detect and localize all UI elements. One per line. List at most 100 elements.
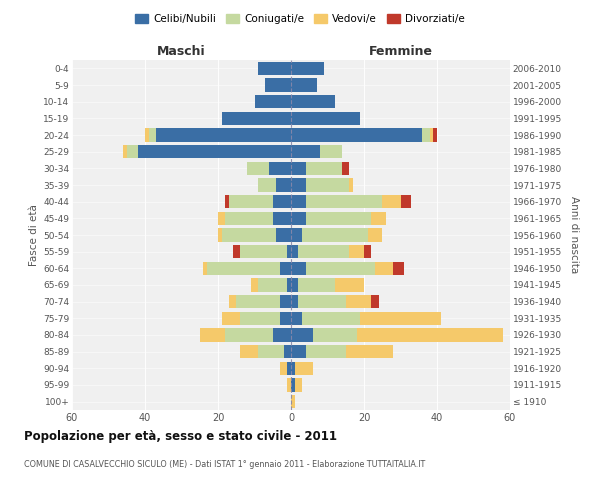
- Bar: [298, 295, 346, 308]
- Bar: [401, 195, 412, 208]
- Bar: [240, 312, 280, 325]
- Bar: [305, 178, 349, 192]
- Bar: [349, 178, 353, 192]
- Bar: [229, 195, 273, 208]
- Bar: [298, 278, 335, 291]
- Bar: [203, 262, 207, 275]
- Bar: [258, 345, 284, 358]
- Bar: [265, 78, 291, 92]
- Text: Maschi: Maschi: [157, 44, 206, 58]
- Bar: [240, 245, 287, 258]
- Bar: [287, 245, 291, 258]
- Bar: [280, 262, 291, 275]
- Bar: [149, 128, 156, 141]
- Bar: [368, 228, 382, 241]
- Bar: [291, 295, 298, 308]
- Bar: [305, 262, 375, 275]
- Bar: [127, 145, 138, 158]
- Bar: [284, 345, 291, 358]
- Bar: [291, 112, 361, 125]
- Bar: [277, 178, 291, 192]
- Bar: [218, 228, 221, 241]
- Bar: [258, 278, 287, 291]
- Bar: [280, 362, 287, 375]
- Bar: [356, 328, 503, 342]
- Bar: [258, 178, 277, 192]
- Bar: [295, 378, 302, 392]
- Bar: [291, 245, 298, 258]
- Bar: [305, 195, 382, 208]
- Bar: [273, 328, 291, 342]
- Bar: [291, 362, 295, 375]
- Bar: [138, 145, 291, 158]
- Bar: [240, 345, 258, 358]
- Bar: [251, 278, 258, 291]
- Bar: [280, 295, 291, 308]
- Bar: [302, 312, 361, 325]
- Bar: [433, 128, 437, 141]
- Bar: [229, 295, 236, 308]
- Bar: [236, 295, 280, 308]
- Bar: [302, 228, 368, 241]
- Bar: [295, 362, 313, 375]
- Bar: [291, 78, 317, 92]
- Text: Popolazione per età, sesso e stato civile - 2011: Popolazione per età, sesso e stato civil…: [24, 430, 337, 443]
- Bar: [233, 245, 240, 258]
- Bar: [305, 345, 346, 358]
- Bar: [291, 212, 305, 225]
- Bar: [269, 162, 291, 175]
- Bar: [258, 62, 291, 75]
- Bar: [145, 128, 149, 141]
- Bar: [371, 212, 386, 225]
- Bar: [226, 195, 229, 208]
- Bar: [200, 328, 226, 342]
- Bar: [291, 162, 305, 175]
- Bar: [226, 328, 273, 342]
- Bar: [335, 278, 364, 291]
- Bar: [291, 178, 305, 192]
- Bar: [291, 62, 324, 75]
- Bar: [305, 162, 342, 175]
- Bar: [273, 195, 291, 208]
- Bar: [313, 328, 356, 342]
- Bar: [273, 212, 291, 225]
- Bar: [221, 112, 291, 125]
- Bar: [361, 312, 440, 325]
- Bar: [393, 262, 404, 275]
- Y-axis label: Fasce di età: Fasce di età: [29, 204, 39, 266]
- Bar: [221, 228, 277, 241]
- Y-axis label: Anni di nascita: Anni di nascita: [569, 196, 578, 274]
- Bar: [291, 395, 295, 408]
- Bar: [291, 262, 305, 275]
- Bar: [430, 128, 433, 141]
- Bar: [287, 378, 291, 392]
- Bar: [346, 295, 371, 308]
- Bar: [320, 145, 342, 158]
- Bar: [371, 295, 379, 308]
- Bar: [375, 262, 393, 275]
- Bar: [123, 145, 127, 158]
- Bar: [287, 362, 291, 375]
- Bar: [382, 195, 401, 208]
- Text: Femmine: Femmine: [368, 44, 433, 58]
- Bar: [346, 345, 393, 358]
- Bar: [287, 278, 291, 291]
- Legend: Celibi/Nubili, Coniugati/e, Vedovi/e, Divorziati/e: Celibi/Nubili, Coniugati/e, Vedovi/e, Di…: [131, 10, 469, 29]
- Bar: [277, 228, 291, 241]
- Bar: [291, 328, 313, 342]
- Bar: [254, 95, 291, 108]
- Bar: [280, 312, 291, 325]
- Bar: [364, 245, 371, 258]
- Bar: [291, 145, 320, 158]
- Bar: [226, 212, 273, 225]
- Bar: [247, 162, 269, 175]
- Bar: [156, 128, 291, 141]
- Bar: [342, 162, 349, 175]
- Bar: [291, 312, 302, 325]
- Bar: [349, 245, 364, 258]
- Bar: [291, 195, 305, 208]
- Bar: [291, 228, 302, 241]
- Bar: [291, 95, 335, 108]
- Bar: [291, 345, 305, 358]
- Bar: [291, 128, 422, 141]
